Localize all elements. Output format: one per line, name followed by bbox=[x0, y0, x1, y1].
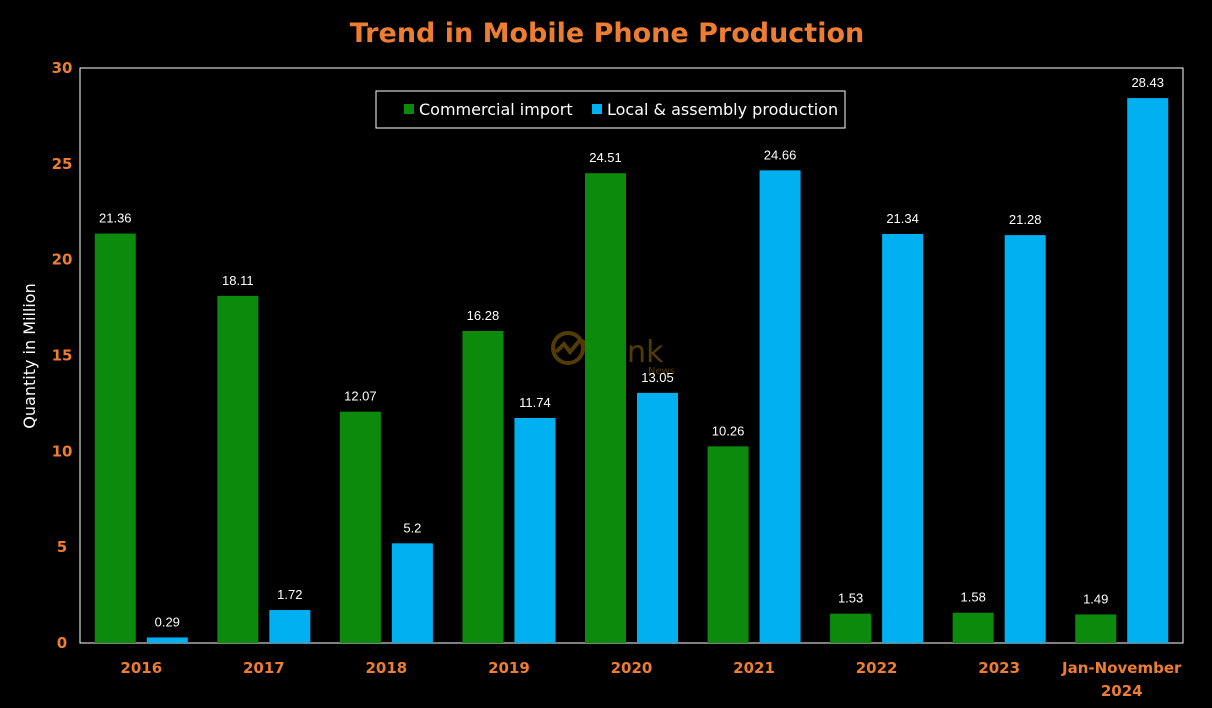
watermark-subtext: News bbox=[648, 366, 675, 377]
bar-local-assembly-6 bbox=[882, 233, 924, 643]
bar-local-assembly-4 bbox=[637, 392, 678, 643]
data-label-local-assembly-8: 28.43 bbox=[1131, 75, 1164, 90]
bar-commercial-import-7 bbox=[952, 612, 994, 643]
bar-commercial-import-5 bbox=[707, 446, 749, 643]
bar-local-assembly-8 bbox=[1127, 98, 1169, 643]
bar-commercial-import-6 bbox=[830, 613, 872, 643]
y-axis-ticks: 0 5 10 15 20 25 30 bbox=[52, 59, 73, 652]
y-tick-label-20: 20 bbox=[52, 251, 73, 269]
data-label-local-assembly-3: 11.74 bbox=[519, 395, 551, 410]
data-label-commercial-import-6: 1.53 bbox=[838, 591, 863, 606]
legend-label-commercial-import: Commercial import bbox=[419, 100, 573, 119]
y-tick-label-30: 30 bbox=[52, 59, 73, 77]
bar-commercial-import-3 bbox=[462, 330, 504, 643]
y-tick-label-0: 0 bbox=[57, 634, 67, 652]
bar-local-assembly-5 bbox=[759, 170, 801, 643]
data-label-commercial-import-0: 21.36 bbox=[99, 211, 132, 226]
chart-title: Trend in Mobile Phone Production bbox=[350, 18, 865, 49]
data-label-local-assembly-6: 21.34 bbox=[886, 211, 919, 226]
legend-box bbox=[375, 90, 846, 129]
plot-area bbox=[79, 67, 1184, 644]
x-tick-label-8-line-1: 2024 bbox=[1101, 682, 1143, 700]
data-label-commercial-import-5: 10.26 bbox=[712, 423, 745, 438]
bar-local-assembly-1 bbox=[269, 610, 311, 643]
bar-local-assembly-7 bbox=[1004, 235, 1046, 643]
x-tick-label-8: Jan-November bbox=[1061, 659, 1182, 677]
x-tick-label-4: 2020 bbox=[611, 659, 653, 677]
bars bbox=[94, 98, 1169, 643]
data-label-commercial-import-1: 18.11 bbox=[222, 273, 254, 288]
legend-swatch-local-assembly bbox=[592, 104, 602, 114]
data-label-commercial-import-2: 12.07 bbox=[344, 389, 377, 404]
data-label-local-assembly-7: 21.28 bbox=[1009, 212, 1042, 227]
data-label-local-assembly-5: 24.66 bbox=[764, 147, 797, 162]
bar-commercial-import-0 bbox=[94, 233, 136, 643]
x-tick-label-7: 2023 bbox=[978, 659, 1020, 677]
data-label-commercial-import-4: 24.51 bbox=[589, 150, 622, 165]
bar-local-assembly-3 bbox=[514, 417, 556, 643]
data-label-commercial-import-7: 1.58 bbox=[961, 590, 986, 605]
x-tick-label-0: 2016 bbox=[120, 659, 162, 677]
data-label-commercial-import-8: 1.49 bbox=[1083, 591, 1108, 606]
data-label-local-assembly-0: 0.29 bbox=[155, 614, 180, 629]
y-axis-label: Quantity in Million bbox=[20, 283, 39, 428]
y-tick-label-10: 10 bbox=[52, 442, 73, 460]
bar-commercial-import-4 bbox=[585, 173, 626, 643]
x-tick-label-5: 2021 bbox=[733, 659, 775, 677]
bar-local-assembly-2 bbox=[391, 543, 433, 643]
bar-local-assembly-0 bbox=[146, 637, 188, 643]
data-labels: 21.36 0.29 18.11 1.72 12.07 5.2 16.28 11.74 24.5… bbox=[99, 75, 1164, 629]
x-axis-ticks: 2016 2017 2018 2019 2020 2021 2022 2023 Jan-Nove… bbox=[120, 659, 1182, 700]
legend-label-local-assembly: Local & assembly production bbox=[607, 100, 838, 119]
bar-commercial-import-1 bbox=[217, 295, 259, 643]
x-tick-label-1: 2017 bbox=[243, 659, 285, 677]
data-label-local-assembly-4: 13.05 bbox=[641, 370, 674, 385]
y-tick-label-5: 5 bbox=[57, 538, 67, 556]
bar-commercial-import-2 bbox=[339, 411, 381, 643]
legend: Commercial import Local & assembly produ… bbox=[375, 90, 846, 129]
x-tick-label-2: 2018 bbox=[366, 659, 408, 677]
y-tick-label-25: 25 bbox=[52, 155, 73, 173]
link-news-logo-icon bbox=[551, 331, 592, 365]
x-tick-label-6: 2022 bbox=[856, 659, 898, 677]
data-label-commercial-import-3: 16.28 bbox=[467, 308, 500, 323]
data-label-local-assembly-1: 1.72 bbox=[277, 587, 302, 602]
legend-swatch-commercial-import bbox=[404, 104, 414, 114]
data-label-local-assembly-2: 5.2 bbox=[403, 520, 421, 535]
y-tick-label-15: 15 bbox=[52, 347, 73, 365]
bar-commercial-import-8 bbox=[1075, 614, 1117, 643]
x-tick-label-3: 2019 bbox=[488, 659, 530, 677]
